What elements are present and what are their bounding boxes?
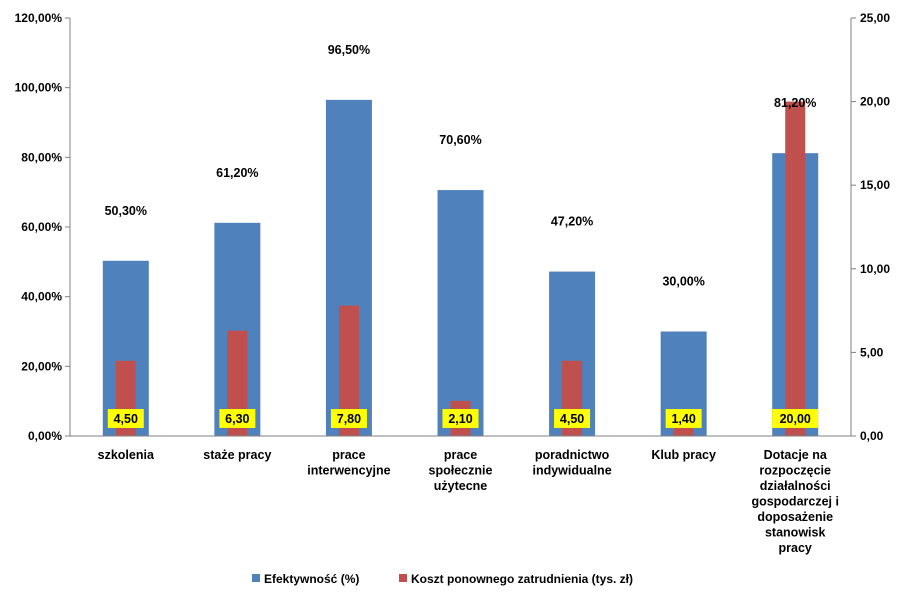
right-tick-label: 10,00	[860, 262, 890, 276]
left-tick-label: 60,00%	[21, 220, 62, 234]
category-label: Dotacje na rozpoczęcie działalności gospoda…	[751, 448, 839, 555]
category-label: prace interwencyjne	[307, 448, 390, 478]
cost-label-box	[554, 409, 591, 428]
legend-swatch-cost	[399, 574, 407, 582]
cost-data-label: 7,80	[337, 412, 361, 426]
right-tick-label: 20,00	[860, 95, 890, 109]
category-label: poradnictwo indywidualne	[532, 448, 611, 478]
legend-label-efficiency: Efektywność (%)	[264, 572, 359, 586]
left-tick-label: 0,00%	[28, 429, 62, 443]
category-label: Klub pracy	[651, 448, 716, 462]
left-tick-label: 20,00%	[21, 359, 62, 373]
cost-data-label: 1,40	[671, 412, 695, 426]
cost-data-label: 2,10	[448, 412, 472, 426]
category-label: szkolenia	[98, 448, 155, 462]
cost-bar	[785, 101, 806, 436]
efficiency-data-label: 50,30%	[105, 204, 147, 218]
legend-label-cost: Koszt ponownego zatrudnienia (tys. zł)	[411, 572, 633, 586]
efficiency-data-label: 70,60%	[439, 133, 481, 147]
category-label: prace społecznie użytecne	[429, 448, 493, 493]
efficiency-data-label: 30,00%	[662, 275, 704, 289]
efficiency-bar	[437, 190, 484, 436]
cost-data-label: 4,50	[114, 412, 138, 426]
legend-swatch-efficiency	[252, 574, 260, 582]
efficiency-data-label: 81,20%	[774, 96, 816, 110]
cost-bar	[338, 305, 359, 436]
left-tick-label: 120,00%	[15, 11, 63, 25]
cost-data-label: 6,30	[225, 412, 249, 426]
left-tick-label: 40,00%	[21, 290, 62, 304]
efficiency-data-label: 61,20%	[216, 166, 258, 180]
right-tick-label: 5,00	[860, 345, 884, 359]
axes: szkolenia staże pracy prace interwencyjne pr…	[15, 11, 891, 555]
right-tick-label: 25,00	[860, 11, 890, 25]
cost-label-box	[772, 409, 819, 428]
left-tick-label: 100,00%	[15, 81, 63, 95]
efficiency-bars	[102, 99, 819, 437]
cost-label-box	[665, 409, 702, 428]
cost-label-box	[330, 409, 367, 428]
cost-data-label: 4,50	[560, 412, 584, 426]
cost-label-box	[442, 409, 479, 428]
cost-label-box	[219, 409, 256, 428]
right-tick-label: 15,00	[860, 178, 890, 192]
left-tick-label: 80,00%	[21, 150, 62, 164]
efficiency-data-label: 96,50%	[328, 43, 370, 57]
data-labels: 50,30% 4,50 61,20% 6,30 96,50% 7,80 70,60% 2,10…	[105, 43, 819, 428]
cost-data-label: 20,00	[780, 412, 811, 426]
cost-label-box	[107, 409, 144, 428]
efficiency-data-label: 47,20%	[551, 215, 593, 229]
legend: Efektywność (%) Koszt ponownego zatrudnie…	[252, 572, 633, 586]
right-tick-label: 0,00	[860, 429, 884, 443]
category-label: staże pracy	[203, 448, 271, 462]
